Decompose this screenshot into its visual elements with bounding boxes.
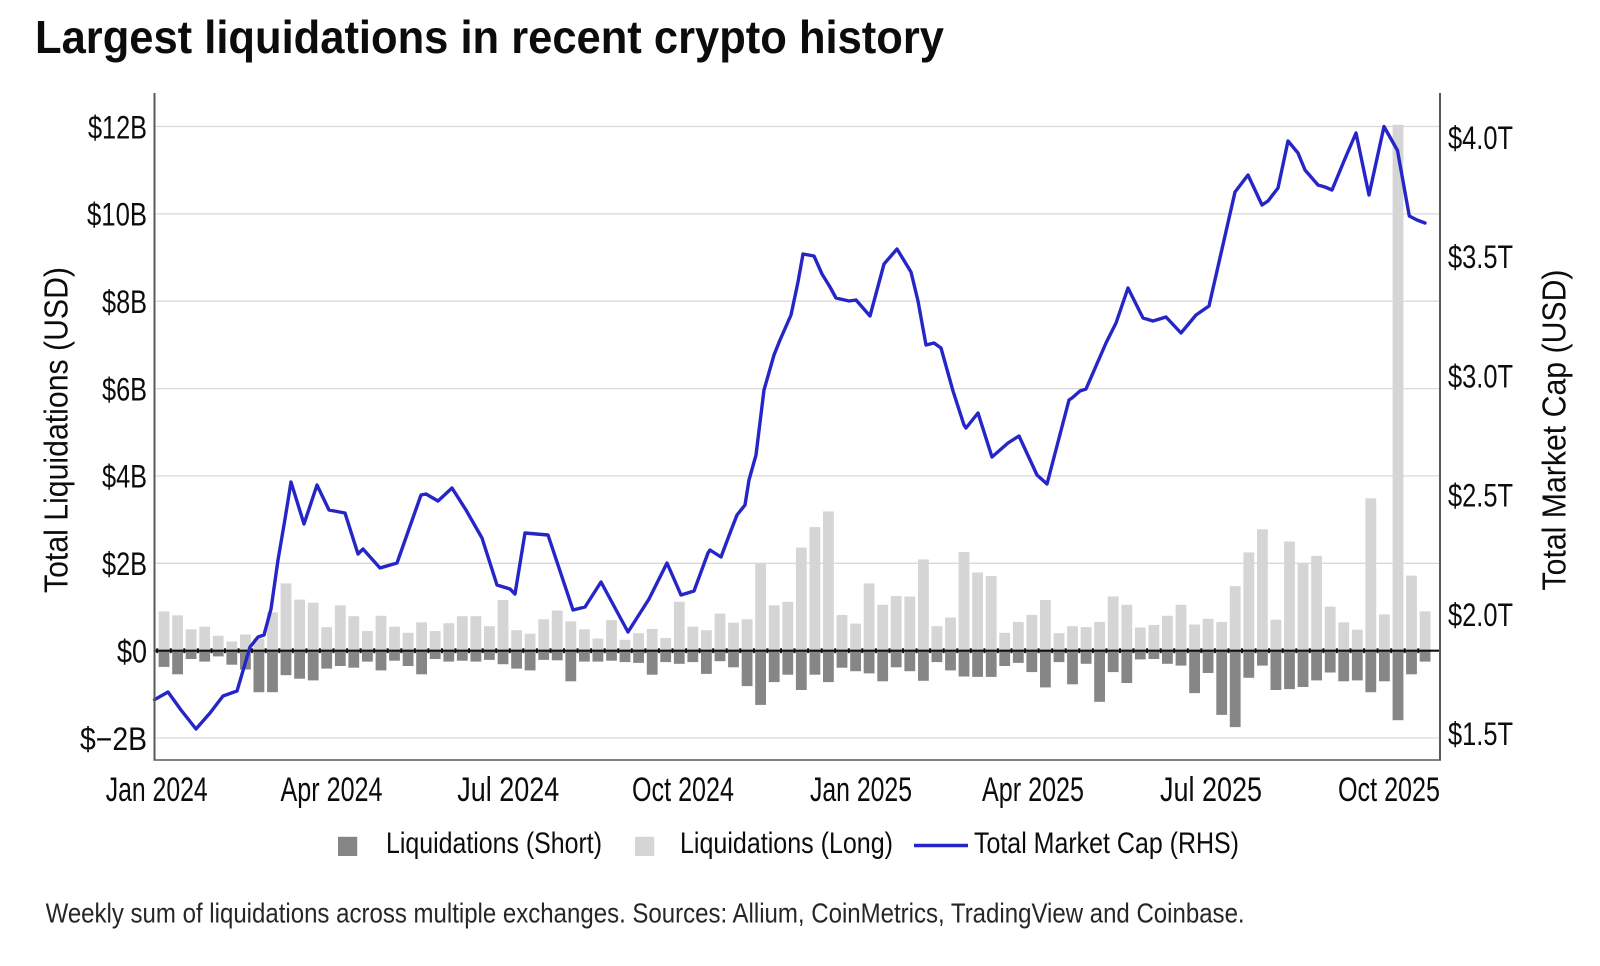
svg-text:Total Market Cap (RHS): Total Market Cap (RHS) [974,827,1239,860]
svg-text:Liquidations (Long): Liquidations (Long) [680,827,893,860]
svg-text:Jul 2025: Jul 2025 [1160,771,1262,809]
svg-text:Oct 2025: Oct 2025 [1338,771,1440,809]
svg-text:$8B: $8B [102,284,147,320]
svg-text:$2.0T: $2.0T [1448,597,1513,633]
svg-text:$0: $0 [117,634,147,670]
svg-text:$−2B: $−2B [80,721,147,757]
svg-text:$2.5T: $2.5T [1448,478,1513,514]
svg-text:$4.0T: $4.0T [1448,120,1513,156]
svg-text:Liquidations (Short): Liquidations (Short) [386,827,602,860]
svg-text:Total Liquidations (USD): Total Liquidations (USD) [38,267,75,593]
svg-text:Jan 2024: Jan 2024 [106,771,208,809]
svg-text:Oct 2024: Oct 2024 [632,771,734,809]
svg-text:$3.5T: $3.5T [1448,239,1513,275]
svg-text:Largest liquidations in recent: Largest liquidations in recent crypto hi… [35,11,944,63]
svg-text:$2B: $2B [102,546,147,582]
svg-text:Jul 2024: Jul 2024 [457,771,559,809]
svg-text:Jan 2025: Jan 2025 [810,771,912,809]
svg-text:Total Market Cap (USD): Total Market Cap (USD) [1536,270,1573,591]
svg-text:Apr 2025: Apr 2025 [982,771,1084,809]
svg-text:$4B: $4B [102,459,147,495]
svg-text:$6B: $6B [102,371,147,407]
svg-text:$10B: $10B [87,197,147,233]
svg-text:$3.0T: $3.0T [1448,358,1513,394]
svg-text:Apr 2024: Apr 2024 [281,771,383,809]
svg-text:$1.5T: $1.5T [1448,716,1513,752]
svg-text:$12B: $12B [88,109,147,145]
svg-text:Weekly sum of liquidations acr: Weekly sum of liquidations across multip… [46,898,1245,929]
